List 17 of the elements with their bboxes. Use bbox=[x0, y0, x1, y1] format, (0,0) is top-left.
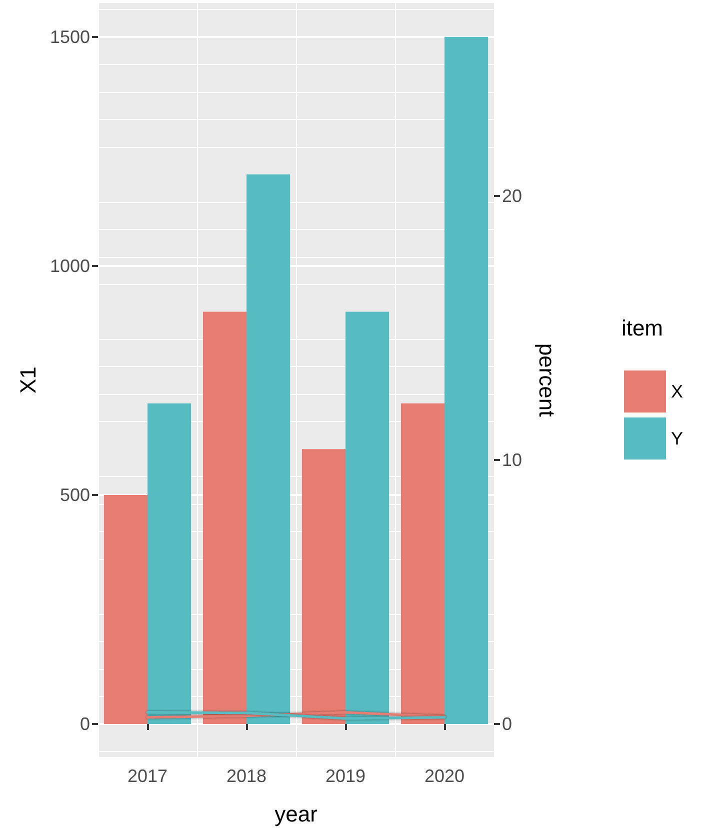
x-axis-title: year bbox=[274, 802, 318, 826]
x-tick-label: 2019 bbox=[325, 766, 366, 786]
y2-tick-label: 10 bbox=[502, 450, 522, 470]
legend-label: Y bbox=[670, 428, 684, 448]
y-tick-label: 1500 bbox=[50, 26, 90, 47]
y-tick-label: 1000 bbox=[50, 256, 90, 276]
y2-tick-label: 20 bbox=[502, 186, 522, 206]
y2-tick-label: 0 bbox=[502, 714, 512, 734]
legend-label: X bbox=[670, 382, 684, 402]
y-axis-title: X1 bbox=[16, 366, 41, 394]
legend-title: item bbox=[621, 316, 663, 340]
x-tick-label: 2018 bbox=[226, 766, 267, 786]
y-tick-label: 500 bbox=[60, 484, 90, 505]
y2-axis-title: percent bbox=[534, 343, 560, 417]
x-tick-label: 2020 bbox=[424, 766, 465, 786]
y-tick-label: 0 bbox=[80, 714, 90, 734]
x-tick-label: 2017 bbox=[127, 766, 168, 786]
